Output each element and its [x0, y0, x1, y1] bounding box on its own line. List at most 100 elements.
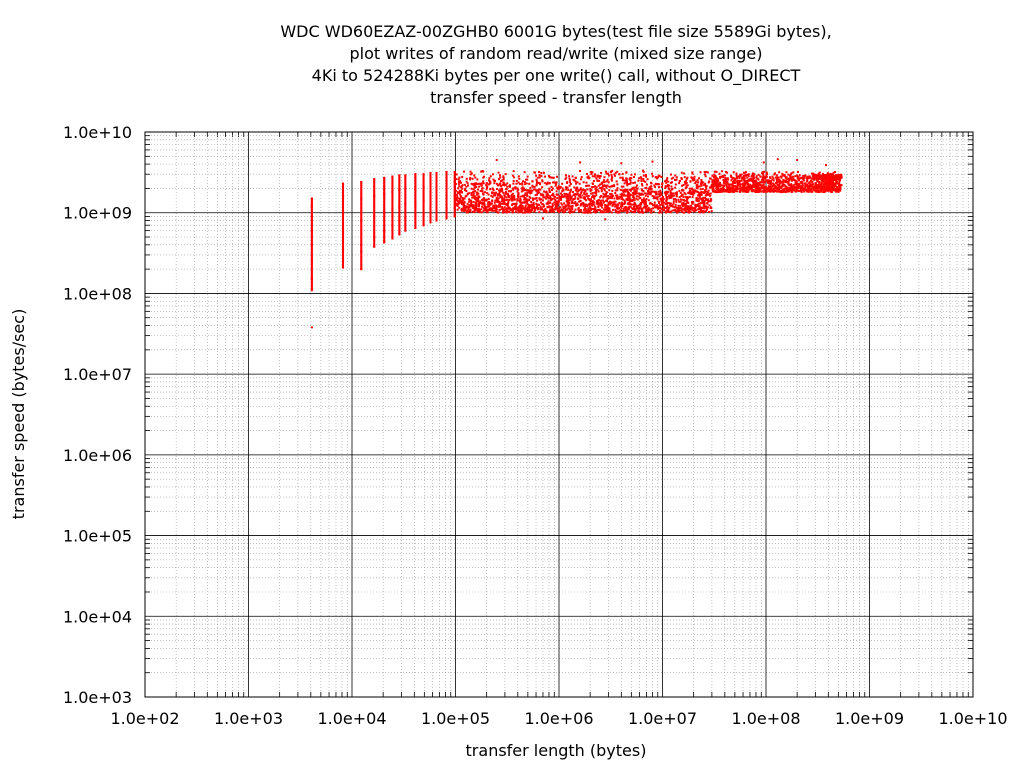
data-point [817, 175, 820, 178]
data-point [554, 207, 557, 210]
data-point [800, 190, 803, 193]
x-axis-label: transfer length (bytes) [466, 741, 647, 760]
data-point [373, 242, 376, 245]
data-point [703, 170, 706, 173]
data-point [398, 229, 401, 232]
data-point [604, 195, 607, 198]
data-point [342, 230, 345, 233]
data-point [715, 185, 718, 188]
data-point [310, 232, 313, 235]
data-point [573, 193, 576, 196]
data-point [647, 188, 650, 191]
data-point [769, 183, 772, 186]
data-point [826, 183, 829, 186]
data-point [535, 178, 538, 181]
data-point [360, 203, 363, 206]
data-point [383, 237, 386, 240]
data-point [785, 179, 788, 182]
data-point [404, 186, 407, 189]
data-point [569, 208, 572, 211]
data-point [749, 178, 752, 181]
data-point [414, 207, 417, 210]
data-point [655, 206, 658, 209]
data-point [453, 182, 456, 185]
data-point [754, 190, 757, 193]
data-point [758, 188, 761, 191]
data-point [373, 196, 376, 199]
data-point [583, 198, 586, 201]
data-point [422, 203, 425, 206]
data-point [360, 266, 363, 269]
data-point [674, 206, 677, 209]
data-point [559, 197, 562, 200]
data-point [680, 210, 683, 213]
data-point [618, 173, 621, 176]
data-point [773, 173, 776, 176]
data-point [707, 181, 710, 184]
data-point [697, 181, 700, 184]
data-point [360, 205, 363, 208]
data-point [429, 194, 432, 197]
data-point [823, 182, 826, 185]
data-point [828, 185, 831, 188]
data-point [805, 188, 808, 191]
data-point [710, 198, 713, 201]
data-point [823, 184, 826, 187]
data-point [816, 180, 819, 183]
data-point [739, 175, 742, 178]
data-point [701, 188, 704, 191]
data-point [576, 203, 579, 206]
data-point [828, 186, 831, 189]
data-point [679, 204, 682, 207]
data-point [723, 185, 726, 188]
data-point [495, 208, 498, 211]
data-point [445, 216, 448, 219]
data-point [561, 208, 564, 211]
data-point [726, 187, 729, 190]
data-point [538, 211, 541, 214]
data-point [310, 250, 313, 253]
data-point [627, 198, 630, 201]
data-point [603, 200, 606, 203]
data-point [342, 244, 345, 247]
data-point [391, 203, 394, 206]
data-point [717, 184, 720, 187]
data-point [555, 205, 558, 208]
data-point [713, 176, 716, 179]
data-point [747, 182, 750, 185]
data-point [644, 192, 647, 195]
data-point [383, 211, 386, 214]
data-point [520, 209, 523, 212]
data-point [493, 204, 496, 207]
data-point [831, 180, 834, 183]
data-point [611, 189, 614, 192]
data-point [478, 203, 481, 206]
data-point [414, 208, 417, 211]
data-point [398, 178, 401, 181]
data-point [565, 188, 568, 191]
data-point [669, 210, 672, 213]
data-point [473, 174, 476, 177]
data-point [568, 194, 571, 197]
data-point [626, 194, 629, 197]
data-point [725, 170, 728, 173]
data-point [658, 195, 661, 198]
data-point [674, 186, 677, 189]
data-point [565, 192, 568, 195]
data-point [476, 200, 479, 203]
data-point [677, 204, 680, 207]
data-point [310, 237, 313, 240]
data-point [373, 180, 376, 183]
data-point [660, 211, 663, 214]
data-point [515, 204, 518, 207]
data-point [497, 171, 500, 174]
data-point [828, 179, 831, 182]
data-point [679, 191, 682, 194]
data-point [717, 188, 720, 191]
data-point [476, 208, 479, 211]
data-point [790, 185, 793, 188]
data-point [526, 198, 529, 201]
data-point [496, 188, 499, 191]
data-point [360, 187, 363, 190]
data-point [605, 208, 608, 211]
